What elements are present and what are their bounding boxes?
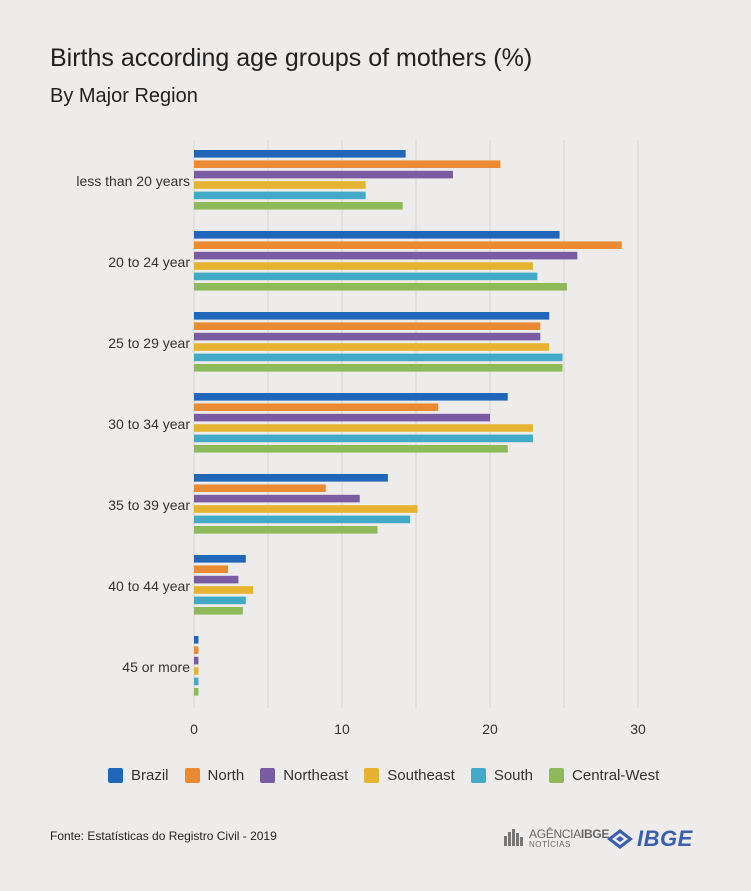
x-tick-label: 10 xyxy=(334,721,350,737)
bar xyxy=(194,181,366,189)
bar xyxy=(194,272,538,281)
chart-subtitle: By Major Region xyxy=(50,85,198,107)
source-note: Fonte: Estatísticas do Registro Civil - … xyxy=(50,829,277,843)
legend-item-central-west: Central-West xyxy=(549,767,659,784)
bar xyxy=(194,494,360,503)
legend-label-brazil: Brazil xyxy=(131,767,169,784)
bar xyxy=(194,150,406,158)
legend-item-brazil: Brazil xyxy=(108,767,169,784)
legend-label-northeast: Northeast xyxy=(283,767,349,784)
legend-item-northeast: Northeast xyxy=(260,767,348,784)
legend-item-southeast: Southeast xyxy=(364,767,455,784)
x-tick-label: 30 xyxy=(630,721,646,737)
bar xyxy=(194,160,501,168)
category-label: 40 to 44 year xyxy=(108,578,190,594)
bar xyxy=(194,555,246,563)
bar xyxy=(194,474,388,482)
bar xyxy=(194,312,550,320)
bar xyxy=(194,413,490,422)
bar xyxy=(194,343,550,351)
bar xyxy=(194,353,563,362)
bar xyxy=(194,636,199,644)
category-label: 45 or more xyxy=(122,659,190,675)
bar xyxy=(194,170,453,179)
legend-label-southeast: Southeast xyxy=(387,767,455,784)
legend-label-north: North xyxy=(207,767,245,784)
legend-swatch-northeast xyxy=(260,768,276,783)
bar xyxy=(194,251,578,260)
bar xyxy=(194,393,508,401)
bar xyxy=(194,191,366,200)
x-tick-label: 0 xyxy=(190,721,198,737)
legend-swatch-central-west xyxy=(549,768,565,783)
bar xyxy=(194,241,622,249)
bar xyxy=(194,322,541,330)
legend-item-south: South xyxy=(470,767,534,784)
bar xyxy=(194,332,541,341)
bar xyxy=(194,202,403,210)
legend-swatch-southeast xyxy=(364,768,380,783)
ibge-diamond-icon xyxy=(607,829,633,849)
bar xyxy=(194,667,199,675)
bar xyxy=(194,445,508,453)
agencia-ibge-logo: AGÊNCIAIBGE NOTÍCIAS xyxy=(503,827,609,849)
bar xyxy=(194,575,239,584)
agencia-main-text: AGÊNCIA xyxy=(529,826,581,841)
legend-swatch-brazil xyxy=(108,768,123,783)
legend-swatch-south xyxy=(470,768,486,783)
bar xyxy=(194,231,560,239)
bar xyxy=(194,283,567,291)
ibge-logo-text: IBGE xyxy=(637,826,693,851)
agencia-sub-text: NOTÍCIAS xyxy=(529,839,571,849)
bar xyxy=(194,424,533,432)
agencia-brand-text: IBGE xyxy=(580,826,610,841)
bar xyxy=(194,586,254,594)
bar xyxy=(194,646,199,654)
chart-legend: Brazil North Northeast Southeast South C… xyxy=(108,767,675,784)
category-label: 20 to 24 year xyxy=(108,254,190,270)
legend-label-south: South xyxy=(493,767,534,784)
legend-swatch-north xyxy=(184,768,200,783)
bar xyxy=(194,656,199,665)
legend-item-north: North xyxy=(184,767,245,784)
bar xyxy=(194,688,199,696)
bar xyxy=(194,403,439,411)
bar xyxy=(194,607,243,615)
bar xyxy=(194,505,418,513)
category-label: 35 to 39 year xyxy=(108,497,190,513)
category-label: 25 to 29 year xyxy=(108,335,190,351)
chart-title: Births according age groups of mothers (… xyxy=(50,44,533,72)
category-label: less than 20 years xyxy=(76,173,190,189)
bar xyxy=(194,262,533,270)
bar xyxy=(194,515,411,524)
category-label: 30 to 34 year xyxy=(108,416,190,432)
ibge-logo: IBGE xyxy=(606,826,693,852)
bar xyxy=(194,434,533,443)
bar xyxy=(194,677,199,686)
bar xyxy=(194,565,229,573)
legend-label-central-west: Central-West xyxy=(572,767,660,784)
agencia-bars-icon xyxy=(504,829,523,846)
x-tick-label: 20 xyxy=(482,721,498,737)
bar xyxy=(194,596,246,605)
bar xyxy=(194,484,326,492)
bar xyxy=(194,526,378,534)
bar xyxy=(194,364,563,372)
